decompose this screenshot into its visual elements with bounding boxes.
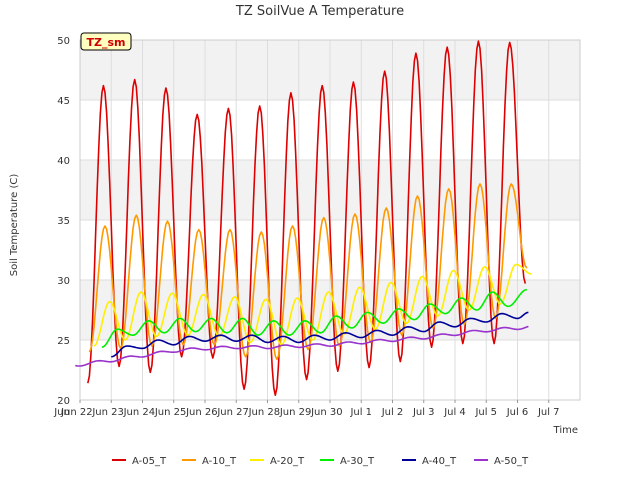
series-line-a-05-t [87, 40, 527, 396]
badge-box [80, 32, 132, 51]
legend-label: A-10_T [202, 456, 237, 467]
x-axis: Jun 22 Jun 23 Jun 24 Jun 25 Jun 26 Jun 27 Jun … [53, 400, 560, 418]
y-tick-label: 20 [57, 396, 70, 407]
y-tick-label: 45 [57, 96, 70, 107]
x-tick-label: Jul 5 [474, 407, 497, 418]
chart-title: TZ SoilVue A Temperature [235, 4, 404, 19]
x-tick-label: Jul 4 [443, 407, 466, 418]
legend-label: A-05_T [132, 456, 167, 467]
series-line-a-20-t [93, 263, 532, 347]
legend-label: A-50_T [494, 456, 529, 467]
x-tick-label: Jun 24 [123, 407, 156, 418]
series-line-a-40-t [111, 311, 529, 358]
legend-label: A-20_T [270, 456, 305, 467]
x-tick-label: Jun 29 [279, 407, 312, 418]
y-tick-label: 50 [57, 36, 70, 47]
x-tick-label: Jul 2 [381, 407, 404, 418]
x-tick-label: Jun 26 [185, 407, 218, 418]
y-tick-label: 25 [57, 336, 70, 347]
x-tick-label: Jul 1 [349, 407, 372, 418]
series-line-a-50-t [75, 325, 529, 367]
x-tick-label: Jun 25 [154, 407, 187, 418]
x-tick-label: Jul 7 [537, 407, 560, 418]
x-tick-label: Jul 6 [506, 407, 529, 418]
legend-label: A-40_T [422, 456, 457, 467]
y-axis: 20 25 30 35 40 45 50 [57, 36, 70, 407]
y-tick-label: 40 [57, 156, 70, 167]
x-tick-label: Jun 30 [310, 407, 343, 418]
legend: A-05_T A-10_T A-20_T A-30_T A-40_T A-50_T [112, 456, 529, 467]
y-tick-label: 30 [57, 276, 70, 287]
x-tick-label: Jul 3 [412, 407, 435, 418]
badge-label: TZ_sm [87, 36, 126, 49]
x-axis-title: Time [553, 425, 578, 436]
series-line-a-10-t [88, 183, 528, 360]
station-badge: TZ_sm [80, 32, 132, 51]
x-tick-label: Jun 23 [91, 407, 124, 418]
legend-label: A-30_T [340, 456, 375, 467]
x-tick-label: Jun 22 [60, 407, 93, 418]
series-layer [75, 40, 532, 396]
y-axis-title: Soil Temperature (C) [9, 174, 20, 277]
series-line-a-30-t [101, 288, 528, 348]
x-tick-label: Jun 28 [248, 407, 281, 418]
x-tick-label: Jun 27 [216, 407, 249, 418]
y-tick-label: 35 [57, 216, 70, 227]
x-edge-label: Jun [53, 407, 70, 418]
